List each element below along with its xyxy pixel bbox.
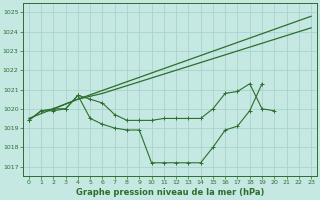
- X-axis label: Graphe pression niveau de la mer (hPa): Graphe pression niveau de la mer (hPa): [76, 188, 264, 197]
